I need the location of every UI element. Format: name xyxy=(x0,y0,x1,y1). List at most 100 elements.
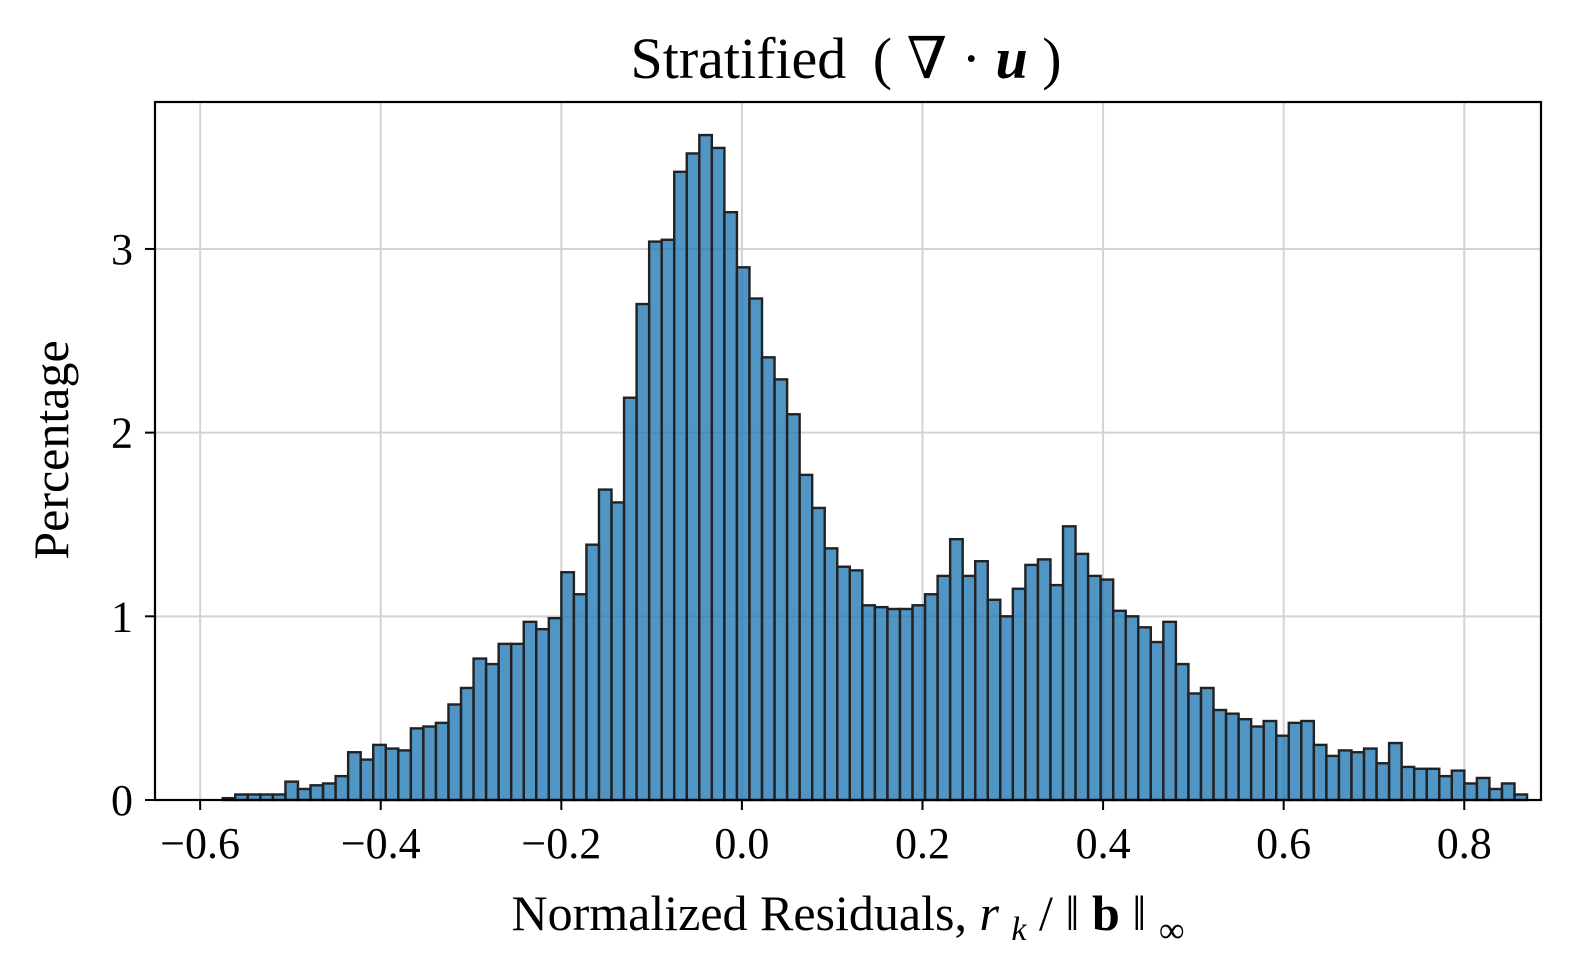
histogram-bar xyxy=(823,547,839,802)
y-axis-label: Percentage xyxy=(23,340,79,559)
histogram-bar xyxy=(1387,741,1403,802)
histogram-bar xyxy=(1061,525,1077,802)
histogram-bar xyxy=(372,743,387,802)
histogram-bar xyxy=(1400,765,1416,802)
title-variable: u xyxy=(995,26,1027,91)
y-tick-label: 2 xyxy=(111,409,133,458)
x-tick-label: −0.2 xyxy=(521,819,601,868)
histogram-bar xyxy=(1262,719,1278,802)
histogram-bar xyxy=(334,774,350,802)
histogram-bar xyxy=(1224,712,1240,802)
histogram-bar xyxy=(810,506,826,802)
histogram-bar xyxy=(660,238,676,802)
histogram-bar xyxy=(1086,574,1102,802)
histogram-bar xyxy=(1425,767,1441,802)
axis-ticks: −0.6 −0.4 −0.2 0.0 0.2 0.4 0.6 0.8 0 1 2 3 xyxy=(111,225,1492,868)
x-axis-label-inf: ∞ xyxy=(1159,910,1185,950)
histogram-bar xyxy=(610,501,626,802)
title-nabla: ∇ xyxy=(907,26,948,91)
histogram-bar xyxy=(384,747,400,802)
histogram-bar xyxy=(321,782,337,802)
histogram-bar xyxy=(560,571,576,802)
histogram-bar xyxy=(1300,719,1316,802)
histogram-bar xyxy=(635,302,651,802)
x-tick-label: 0.6 xyxy=(1256,819,1311,868)
histogram-bar xyxy=(923,593,939,802)
histogram-bar xyxy=(760,356,776,802)
histogram-bar xyxy=(1375,762,1391,802)
histogram-bar xyxy=(447,703,463,802)
histogram-bar xyxy=(1438,774,1454,802)
histogram-bar xyxy=(472,657,488,802)
histogram-bar xyxy=(1275,734,1290,802)
histogram-bar xyxy=(936,574,952,802)
x-tick-label: 0.2 xyxy=(895,819,950,868)
histogram-bar xyxy=(1312,743,1328,802)
histogram-bar xyxy=(1212,708,1228,802)
histogram-bar xyxy=(873,605,889,802)
x-axis-label-k: k xyxy=(1011,911,1027,948)
histogram-bar xyxy=(572,593,588,802)
histogram-bar xyxy=(1287,721,1303,802)
histogram-bar xyxy=(1463,782,1479,802)
x-axis-label: Normalized Residuals, r k / ‖ b ‖ ∞ xyxy=(512,885,1185,951)
histogram-bar xyxy=(1325,754,1341,802)
histogram-bar xyxy=(1337,749,1353,802)
histogram-bar xyxy=(785,413,801,802)
histogram-bar xyxy=(1500,782,1516,802)
histogram-bar xyxy=(547,616,563,802)
histogram-bar xyxy=(497,642,513,802)
histogram-bar xyxy=(898,607,914,802)
histogram-bar xyxy=(1362,747,1378,802)
histogram-bar xyxy=(673,170,688,802)
plot-frame xyxy=(153,100,1543,802)
y-tick-label: 0 xyxy=(111,776,133,825)
histogram-bar xyxy=(484,662,500,802)
histogram-bar xyxy=(284,780,300,802)
histogram-bar xyxy=(397,749,413,802)
histogram-bar xyxy=(1187,692,1203,802)
x-axis-label-slash: / xyxy=(1039,885,1053,941)
histogram-bar xyxy=(1011,587,1027,802)
x-axis-label-r: r xyxy=(979,885,999,941)
histogram-bar xyxy=(1137,626,1153,802)
histogram-bar xyxy=(1249,725,1265,802)
histogram-bar xyxy=(535,627,551,802)
histogram-bar xyxy=(861,604,877,802)
histogram-bar xyxy=(509,642,525,802)
x-tick-label: 0.8 xyxy=(1437,819,1492,868)
histogram-bar xyxy=(1049,583,1065,802)
histogram-bar xyxy=(1124,615,1140,802)
histogram-bar xyxy=(1350,751,1366,802)
histogram-bar xyxy=(1174,662,1190,802)
x-axis-label-norm-open: ‖ xyxy=(1065,885,1079,941)
x-tick-label: −0.4 xyxy=(341,819,421,868)
histogram-bar xyxy=(735,266,751,802)
histogram-bar xyxy=(748,297,764,802)
histogram-bar xyxy=(1237,717,1253,802)
y-tick-label: 1 xyxy=(111,592,133,641)
histogram-bar xyxy=(1450,769,1466,802)
histogram-bar xyxy=(1162,620,1178,802)
histogram-bar xyxy=(597,488,613,802)
histogram-bar xyxy=(1111,609,1127,802)
x-tick-label: 0.4 xyxy=(1076,819,1131,868)
histogram-bar xyxy=(647,240,663,802)
histogram-bar xyxy=(886,607,902,802)
title-text: Stratified xyxy=(630,26,846,91)
histogram-bar xyxy=(1099,578,1115,802)
histogram-bar xyxy=(1024,563,1040,802)
histogram-bar xyxy=(1199,686,1215,802)
histogram-bar xyxy=(409,727,425,802)
chart-title: Stratified ( ∇ · u ) xyxy=(630,26,1061,91)
title-dot: · xyxy=(962,26,996,91)
histogram-bar xyxy=(961,574,977,802)
histogram-bar xyxy=(522,620,538,802)
histogram-bar xyxy=(422,725,438,802)
histogram-bar xyxy=(999,615,1015,802)
histogram-bar xyxy=(1036,558,1052,802)
histogram-bar xyxy=(1475,776,1491,802)
histogram-bar xyxy=(1149,640,1165,802)
histogram-bars xyxy=(221,133,1529,802)
